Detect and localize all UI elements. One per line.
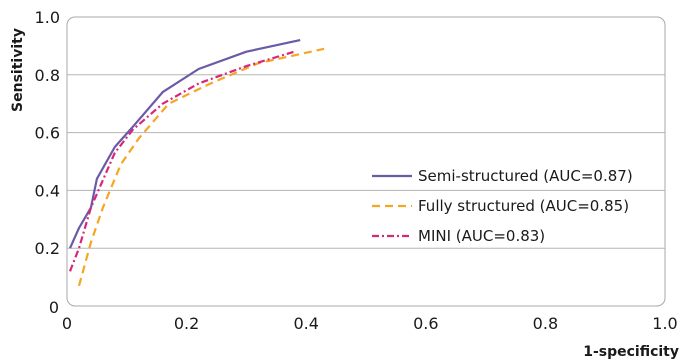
y-tick-label: 1.0 — [35, 8, 60, 27]
legend-label-3: MINI (AUC=0.83) — [418, 227, 545, 245]
legend-label-1: Semi-structured (AUC=0.87) — [418, 167, 633, 185]
series-line-2 — [77, 47, 325, 287]
y-tick-label: 0.2 — [35, 239, 60, 258]
x-tick-label: 0.8 — [533, 314, 558, 333]
y-tick-label-origin: 0 — [49, 298, 59, 317]
series-layer — [68, 39, 325, 287]
y-tick-label: 0.4 — [35, 181, 60, 200]
x-tick-label: 0.4 — [293, 314, 318, 333]
x-tick-label: 0 — [62, 314, 72, 333]
y-tick-label: 0.8 — [35, 66, 60, 85]
tick-labels: 0 0.2 0.4 0.6 0.8 1.0 0.2 0.4 0.6 0.8 1.0 0 — [35, 8, 678, 333]
legend-label-2: Fully structured (AUC=0.85) — [418, 197, 629, 215]
series-line-1 — [68, 39, 301, 249]
y-axis-title: Sensitivity — [10, 28, 26, 112]
series-line-3 — [68, 50, 295, 272]
legend: Semi-structured (AUC=0.87) Fully structur… — [372, 167, 633, 245]
y-tick-label: 0.6 — [35, 124, 60, 143]
x-tick-label: 0.6 — [413, 314, 438, 333]
x-axis-title: 1-specificity — [583, 344, 679, 360]
x-tick-label: 0.2 — [174, 314, 199, 333]
gridlines — [67, 74, 665, 249]
plot-area — [66, 16, 666, 307]
x-tick-label: 1.0 — [652, 314, 677, 333]
